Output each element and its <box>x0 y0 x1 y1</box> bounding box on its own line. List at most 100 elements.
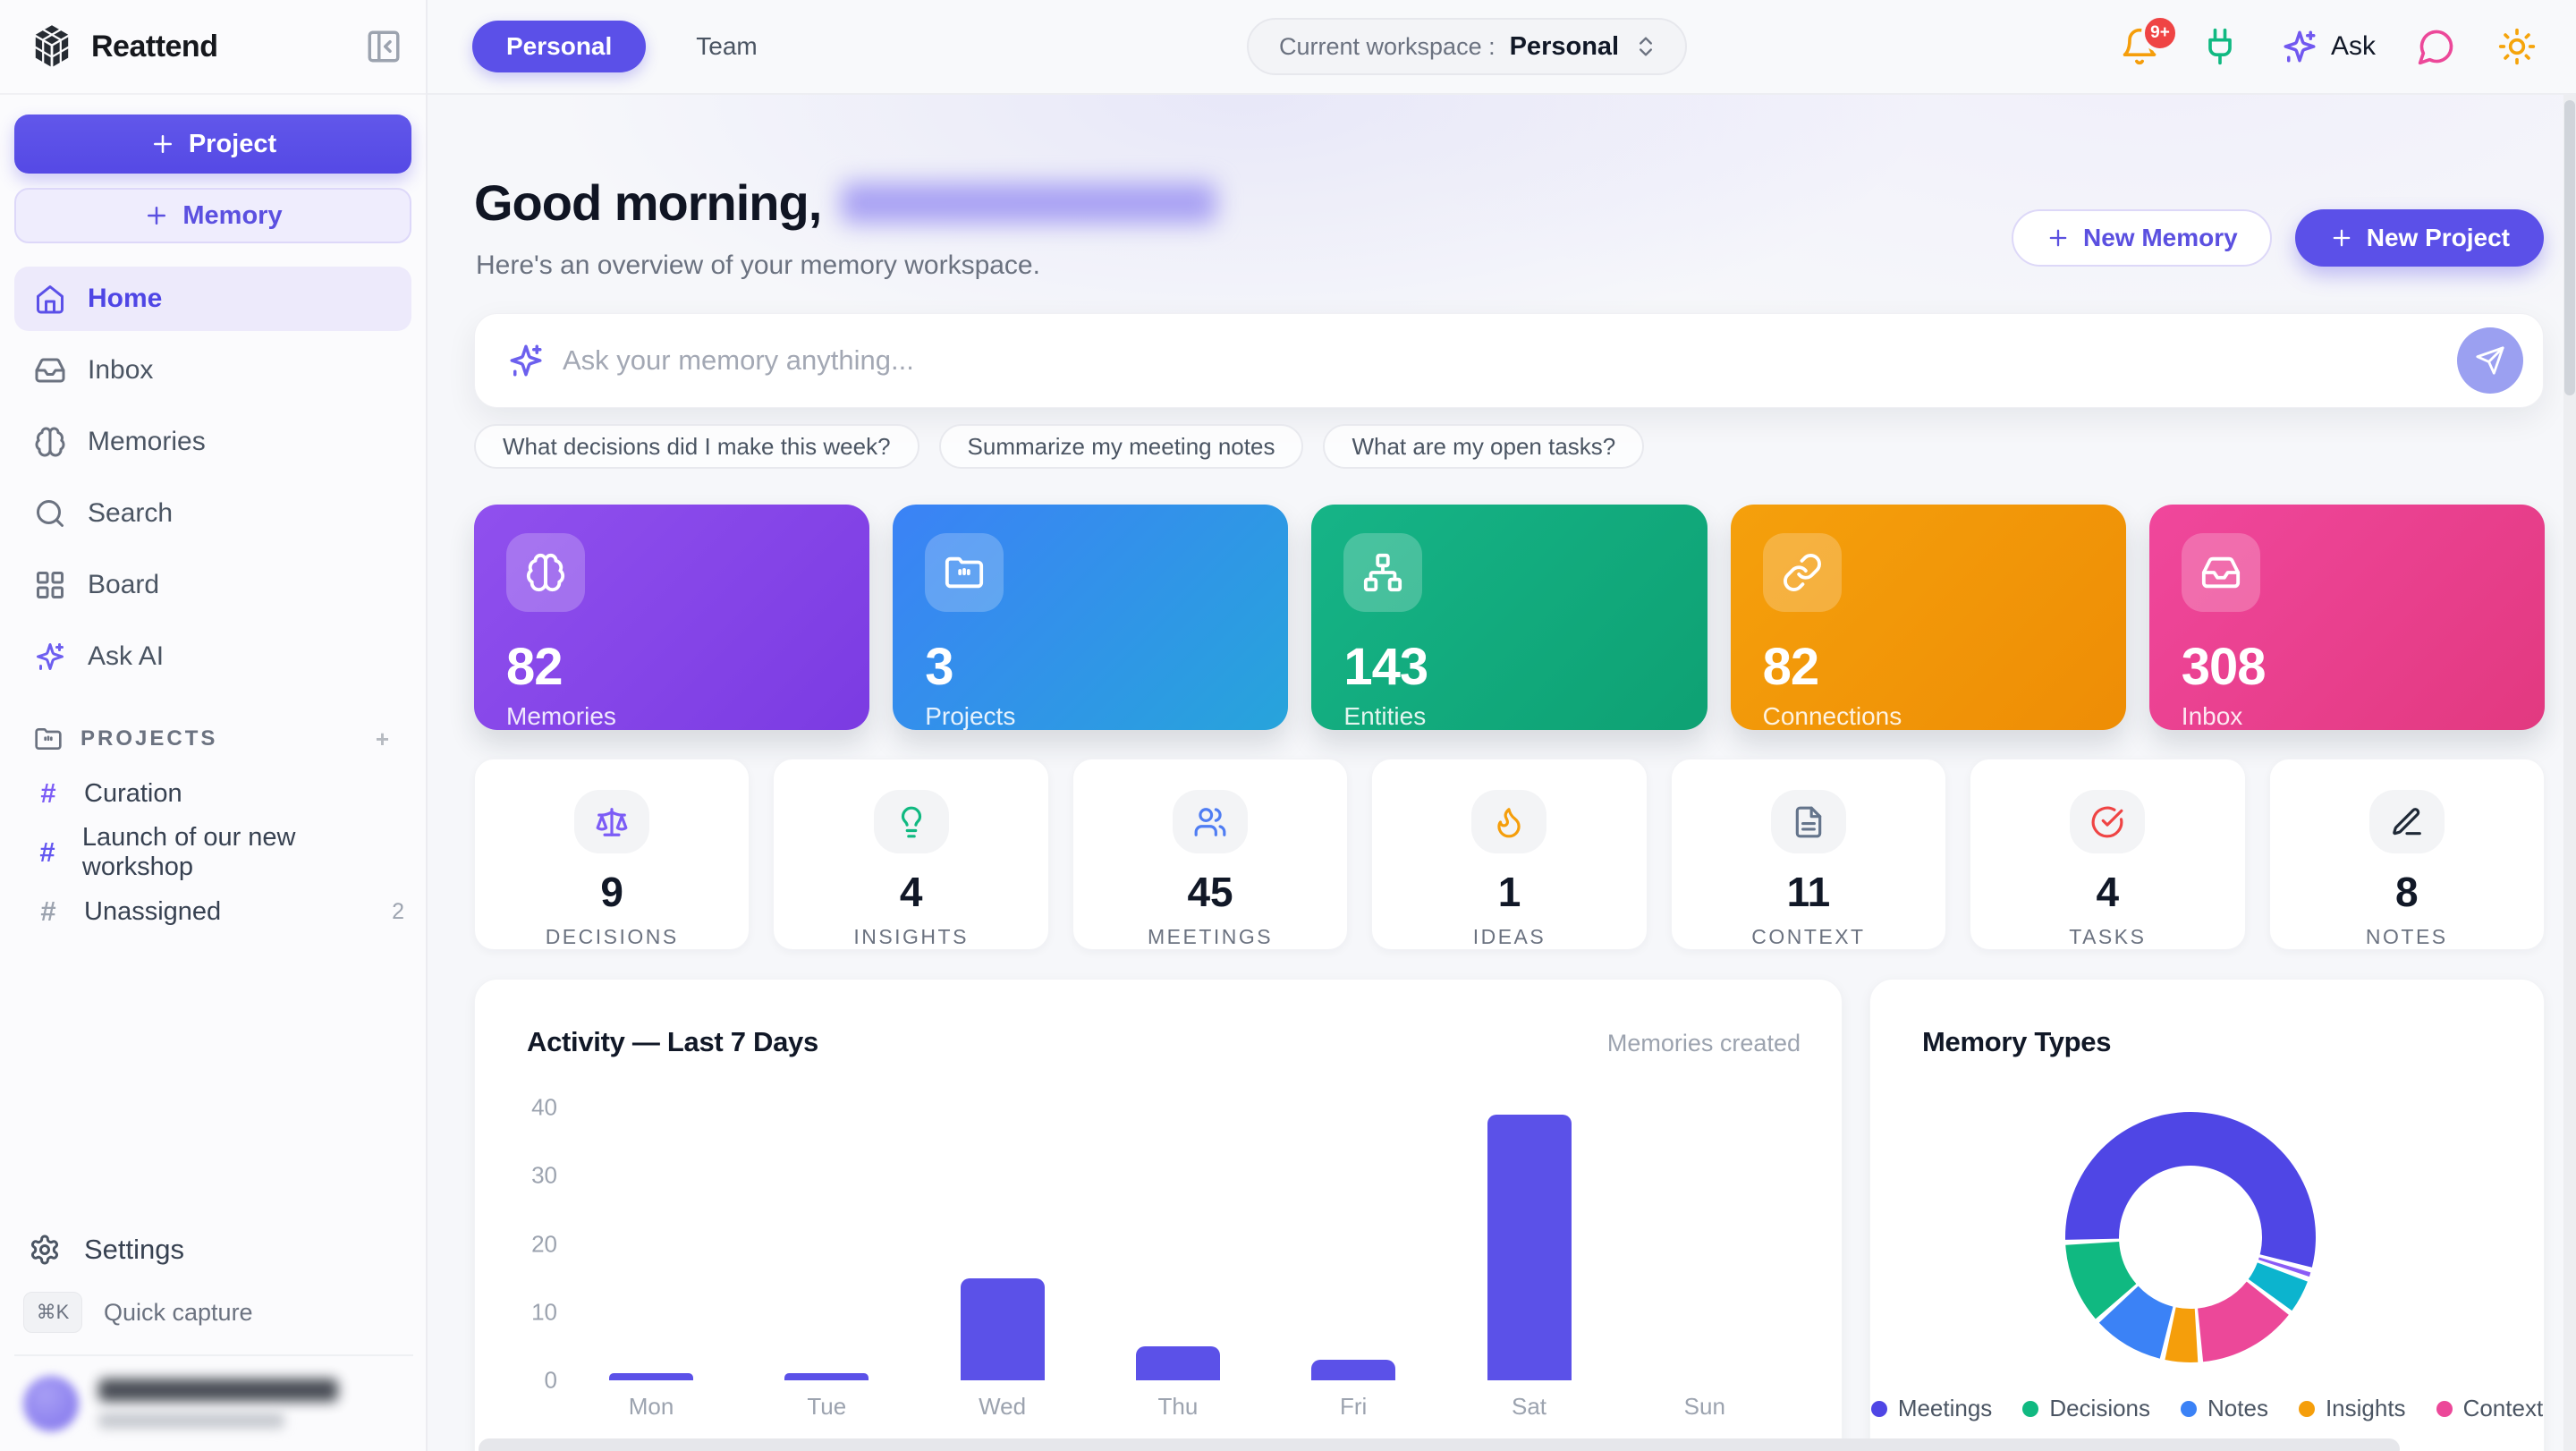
mini-stat-insights[interactable]: 4 INSIGHTS <box>773 759 1049 950</box>
mini-stat-value: 9 <box>600 869 623 915</box>
sidebar-item-board[interactable]: Board <box>14 553 411 617</box>
greeting-text: Good morning, <box>474 174 822 231</box>
hash-icon: # <box>40 777 56 809</box>
check-icon <box>2090 805 2124 839</box>
sidebar-project-item[interactable]: # Launch of our new workshop <box>14 823 411 882</box>
activity-chart-title: Activity — Last 7 Days <box>527 1026 818 1057</box>
donut-segment-notes[interactable] <box>2098 1286 2174 1359</box>
stat-card-label: Connections <box>1762 702 1902 730</box>
sidebar-project-item[interactable]: # Curation <box>14 764 411 823</box>
mini-stat-label: TASKS <box>2069 925 2147 948</box>
sidebar-collapse-icon[interactable] <box>365 28 402 65</box>
sidebar-item-memories[interactable]: Memories <box>14 410 411 474</box>
mini-stat-ideas[interactable]: 1 IDEAS <box>1371 759 1648 950</box>
sidebar-item-home[interactable]: Home <box>14 267 411 331</box>
donut-segment-context[interactable] <box>2198 1281 2289 1362</box>
donut-segment-decisions[interactable] <box>2065 1242 2137 1319</box>
notifications-bell-icon[interactable]: 9+ <box>2120 14 2179 66</box>
stat-card-label: Entities <box>1343 702 1427 730</box>
tab-personal[interactable]: Personal <box>472 21 647 72</box>
donut-segment-meetings[interactable] <box>2065 1112 2316 1268</box>
legend-item-decisions[interactable]: Decisions <box>2022 1395 2150 1422</box>
workspace-selector-value: Personal <box>1509 31 1620 61</box>
send-button[interactable] <box>2457 327 2523 394</box>
network-icon <box>1362 552 1403 593</box>
project-label: Unassigned <box>84 896 222 926</box>
sidebar-project-item[interactable]: # Unassigned 2 <box>14 882 411 941</box>
mini-stat-decisions[interactable]: 9 DECISIONS <box>474 759 750 950</box>
theme-sun-icon[interactable] <box>2497 27 2537 66</box>
sidebar-item-settings[interactable]: Settings <box>14 1218 413 1281</box>
vertical-scrollbar[interactable] <box>2563 95 2576 1451</box>
mini-stat-context[interactable]: 11 CONTEXT <box>1670 759 1947 950</box>
stat-card-projects[interactable]: 3 Projects <box>893 505 1289 730</box>
bar-chart-xlabel: Sun <box>1683 1393 1725 1420</box>
stat-card-label: Memories <box>506 702 616 730</box>
stat-card-icon-chip <box>506 533 585 612</box>
stat-card-inbox[interactable]: 308 Inbox <box>2148 505 2545 730</box>
sidebar-item-ask-ai[interactable]: Ask AI <box>14 624 411 689</box>
suggestion-chip[interactable]: What are my open tasks? <box>1323 424 1645 469</box>
user-profile[interactable] <box>14 1370 413 1440</box>
new-memory-button[interactable]: Memory <box>14 188 411 243</box>
new-memory-button[interactable]: New Memory <box>2012 209 2272 267</box>
donut-segment-ideas[interactable] <box>2258 1257 2311 1277</box>
vertical-scrollbar-thumb[interactable] <box>2564 100 2575 395</box>
bar-chart-xlabel: Thu <box>1157 1393 1199 1420</box>
stat-card-icon-chip <box>1343 533 1423 612</box>
sidebar-item-search[interactable]: Search <box>14 481 411 546</box>
tab-team[interactable]: Team <box>662 21 791 72</box>
stat-card-memories[interactable]: 82 Memories <box>474 505 870 730</box>
donut-chart <box>2065 1112 2316 1362</box>
sidebar-nav: Home Inbox Memories Search Board Ask AI <box>14 267 411 689</box>
stat-card-connections[interactable]: 82 Connections <box>1730 505 2126 730</box>
quick-capture-label: Quick capture <box>104 1298 253 1326</box>
stat-card-value: 82 <box>1762 638 1820 696</box>
chat-bubble-icon[interactable] <box>2417 27 2456 66</box>
new-project-button[interactable]: New Project <box>2294 209 2544 267</box>
mini-stat-icon-bg <box>1173 790 1249 853</box>
legend-item-context[interactable]: Context <box>2436 1395 2543 1422</box>
send-icon <box>2475 345 2505 376</box>
mini-stat-tasks[interactable]: 4 TASKS <box>1970 759 2246 950</box>
mini-stat-icon-bg <box>1770 790 1846 853</box>
legend-item-notes[interactable]: Notes <box>2181 1395 2268 1422</box>
sidebar-item-inbox[interactable]: Inbox <box>14 338 411 403</box>
project-label: Launch of our new workshop <box>81 823 296 881</box>
mini-stat-value: 1 <box>1497 869 1521 915</box>
ask-memory-input[interactable] <box>563 344 2457 377</box>
greeting-subtitle: Here's an overview of your memory worksp… <box>476 250 1040 280</box>
legend-item-insights[interactable]: Insights <box>2298 1395 2406 1422</box>
suggestion-chip[interactable]: What decisions did I make this week? <box>474 424 919 469</box>
workspace-selector-label: Current workspace : <box>1279 32 1496 60</box>
mini-stat-notes[interactable]: 8 NOTES <box>2268 759 2545 950</box>
sidebar-item-label: Home <box>88 284 163 313</box>
stat-card-value: 82 <box>506 638 564 696</box>
legend-item-meetings[interactable]: Meetings <box>1870 1395 1992 1422</box>
horizontal-scrollbar[interactable] <box>479 1438 2400 1451</box>
donut-segment-insights[interactable] <box>2165 1307 2199 1362</box>
projects-add-icon[interactable]: + <box>375 725 392 752</box>
workspace-selector[interactable]: Current workspace : Personal <box>1247 18 1688 75</box>
sidebar-item-label: Ask AI <box>88 641 165 671</box>
projects-header-label: PROJECTS <box>80 726 218 751</box>
sidebar: Reattend Project Memory Home Inbox Memorie… <box>0 0 428 1451</box>
suggestion-chips: What decisions did I make this week? Summ… <box>474 424 1645 469</box>
notification-count-badge: 9+ <box>2140 14 2179 52</box>
new-project-button[interactable]: Project <box>14 115 411 174</box>
donut-segment-tasks[interactable] <box>2248 1262 2308 1311</box>
topbar: Personal Team Current workspace : Person… <box>428 0 2576 95</box>
hash-icon: # <box>40 895 56 927</box>
quick-capture[interactable]: ⌘K Quick capture <box>14 1281 413 1344</box>
ask-ai-button[interactable]: Ask <box>2281 28 2376 65</box>
user-email-blurred <box>98 1413 284 1429</box>
stat-card-entities[interactable]: 143 Entities <box>1311 505 1707 730</box>
mini-stat-label: IDEAS <box>1472 925 1546 948</box>
mini-stat-meetings[interactable]: 45 MEETINGS <box>1072 759 1349 950</box>
suggestion-chip[interactable]: Summarize my meeting notes <box>938 424 1304 469</box>
bar-tue <box>784 1373 869 1380</box>
user-name-blurred <box>841 182 1217 224</box>
sidebar-item-label: Board <box>88 570 160 599</box>
app-name: Reattend <box>91 29 218 64</box>
integrations-plug-icon[interactable] <box>2200 27 2240 66</box>
